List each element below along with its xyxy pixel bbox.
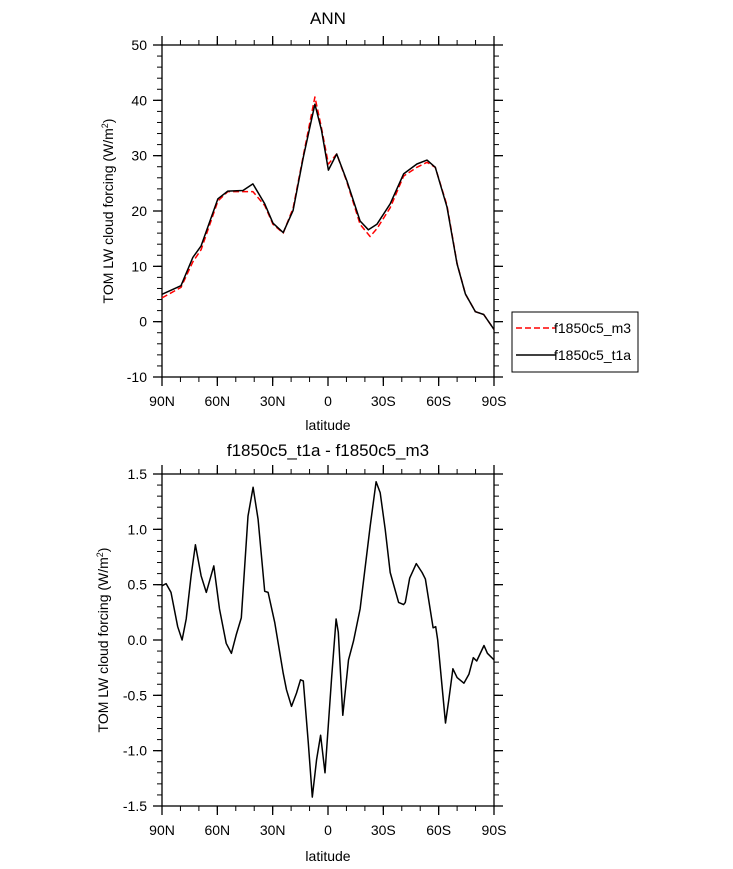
- x-tick-label: 90N: [149, 393, 175, 409]
- chart-title: f1850c5_t1a - f1850c5_m3: [227, 441, 429, 460]
- x-tick-label: 60S: [426, 393, 451, 409]
- x-tick-label: 60N: [204, 822, 230, 838]
- y-tick-label: -10: [127, 369, 147, 385]
- series-line-f1850c5_t1a: [161, 103, 495, 330]
- series-line-f1850c5_m3: [161, 96, 495, 330]
- y-axis-label-close: ): [100, 119, 116, 124]
- x-tick-label: 0: [324, 393, 332, 409]
- y-tick-label: 0.0: [128, 632, 148, 648]
- x-tick-label: 0: [324, 822, 332, 838]
- chart-title: ANN: [310, 9, 346, 28]
- y-tick-label: 40: [131, 92, 147, 108]
- x-tick-label: 60N: [204, 393, 230, 409]
- plot-frame: [161, 473, 495, 807]
- y-tick-label: 30: [131, 148, 147, 164]
- x-tick-label: 30S: [371, 393, 396, 409]
- plot-frame: [161, 44, 495, 378]
- x-tick-label: 90S: [482, 822, 507, 838]
- x-axis-label: latitude: [305, 848, 350, 864]
- y-axis-label-superscript: 2: [100, 123, 110, 128]
- y-axis-label-main: TOM LW cloud forcing (W/m: [100, 128, 116, 303]
- y-tick-label: -0.5: [123, 687, 147, 703]
- x-tick-label: 60S: [426, 822, 451, 838]
- x-tick-label: 30N: [260, 393, 286, 409]
- series-line-difference: [161, 480, 495, 798]
- y-tick-label: 1.0: [128, 521, 148, 537]
- y-tick-label: 0: [139, 314, 147, 330]
- x-tick-label: 90S: [482, 393, 507, 409]
- y-tick-label: -1.5: [123, 798, 147, 814]
- y-tick-label: 20: [131, 203, 147, 219]
- legend-label: f1850c5_t1a: [554, 347, 631, 363]
- y-axis-label: TOM LW cloud forcing (W/m2): [95, 548, 111, 733]
- legend: f1850c5_m3 f1850c5_t1a: [511, 311, 639, 373]
- y-axis-label-close: ): [95, 548, 111, 553]
- chart-panel-2: f1850c5_t1a - f1850c5_m3 90N 60N 30N 0 30S 60S…: [95, 441, 506, 864]
- y-axis-label-main: TOM LW cloud forcing (W/m: [95, 557, 111, 732]
- y-tick-label: 0.5: [128, 577, 148, 593]
- y-tick-label: 10: [131, 258, 147, 274]
- legend-box: [511, 311, 639, 373]
- x-axis-label: latitude: [305, 417, 350, 433]
- x-tick-label: 90N: [149, 822, 175, 838]
- y-tick-label: 1.5: [128, 466, 148, 482]
- y-tick-label: 50: [131, 37, 147, 53]
- legend-label: f1850c5_m3: [554, 320, 631, 336]
- x-tick-label: 30S: [371, 822, 396, 838]
- chart-panel-1: ANN 90N 60N 30N 0 30S 60S 90S -10 0 10 20 30 40 50 lati…: [100, 9, 639, 433]
- y-axis-label: TOM LW cloud forcing (W/m2): [100, 119, 116, 304]
- x-tick-label: 30N: [260, 822, 286, 838]
- y-axis-label-superscript: 2: [95, 552, 105, 557]
- y-tick-label: -1.0: [123, 743, 147, 759]
